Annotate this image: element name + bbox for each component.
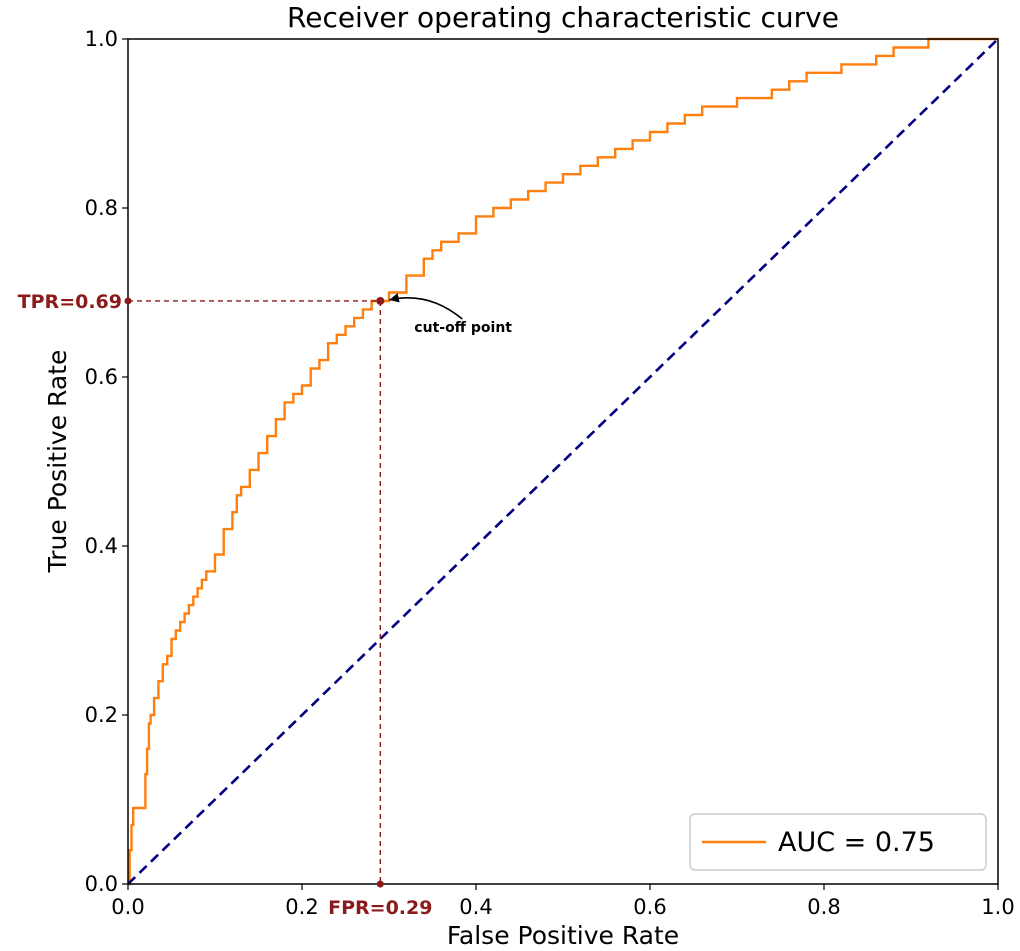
legend-label-auc: AUC = 0.75 bbox=[778, 827, 935, 858]
x-tick-label: 0.6 bbox=[633, 895, 666, 919]
fpr-label: FPR=0.29 bbox=[328, 897, 432, 919]
y-tick-label: 0.6 bbox=[85, 365, 118, 389]
y-axis-label: True Positive Rate bbox=[43, 350, 72, 574]
x-tick-label: 1.0 bbox=[981, 895, 1014, 919]
x-tick-label: 0.2 bbox=[285, 895, 318, 919]
fpr-axis-marker bbox=[376, 880, 384, 888]
x-tick-label: 0.8 bbox=[807, 895, 840, 919]
x-tick-label: 0.0 bbox=[111, 895, 144, 919]
y-tick-label: 0.4 bbox=[85, 534, 118, 558]
tpr-axis-marker bbox=[124, 297, 132, 305]
y-tick-label: 0.0 bbox=[85, 872, 118, 896]
y-tick-label: 0.8 bbox=[85, 196, 118, 220]
chart-title: Receiver operating characteristic curve bbox=[287, 1, 839, 34]
chance-diagonal-line bbox=[127, 38, 999, 885]
plot-area-frame bbox=[127, 38, 999, 885]
legend: AUC = 0.75 bbox=[689, 813, 987, 871]
roc-curve-line bbox=[128, 37, 998, 886]
y-tick-label: 1.0 bbox=[85, 27, 118, 51]
tpr-label: TPR=0.69 bbox=[18, 291, 122, 313]
x-axis-label: False Positive Rate bbox=[447, 921, 679, 950]
cutoff-point-label: cut-off point bbox=[414, 320, 512, 336]
cutoff-point-marker bbox=[376, 296, 385, 305]
legend-box bbox=[689, 813, 987, 871]
cutoff-arrow bbox=[389, 293, 463, 320]
y-tick-label: 0.2 bbox=[85, 703, 118, 727]
x-tick-label: 0.4 bbox=[459, 895, 492, 919]
